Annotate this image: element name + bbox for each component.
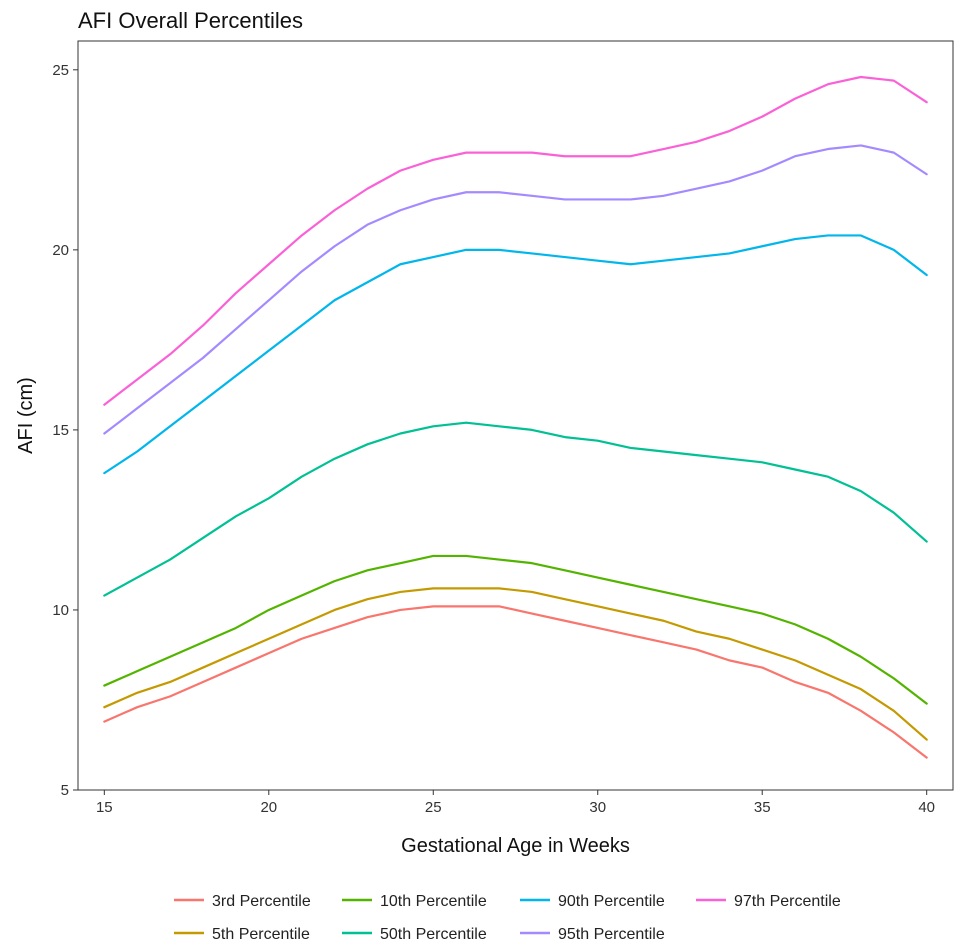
series-line-90th-percentile <box>103 234 928 475</box>
series-line-5th-percentile <box>103 587 928 741</box>
x-axis-title: Gestational Age in Weeks <box>401 835 630 857</box>
x-tick-label: 40 <box>918 799 935 816</box>
legend-label: 97th Percentile <box>734 893 841 910</box>
legend-item: 3rd Percentile <box>174 893 311 910</box>
chart-title: AFI Overall Percentiles <box>78 8 303 33</box>
x-tick-label: 15 <box>96 799 113 816</box>
series-lines <box>103 75 928 759</box>
legend-item: 97th Percentile <box>696 893 841 910</box>
legend-label: 3rd Percentile <box>212 893 311 910</box>
legend-label: 50th Percentile <box>380 926 487 943</box>
legend-item: 50th Percentile <box>342 926 487 943</box>
legend-label: 5th Percentile <box>212 926 310 943</box>
series-line-95th-percentile <box>103 144 928 435</box>
legend: 3rd Percentile 10th Percentile 90th Percen… <box>174 893 841 943</box>
x-tick-label: 30 <box>589 799 606 816</box>
x-tick-label: 25 <box>425 799 442 816</box>
legend-item: 90th Percentile <box>520 893 665 910</box>
x-tick-label: 35 <box>754 799 771 816</box>
legend-label: 10th Percentile <box>380 893 487 910</box>
legend-item: 95th Percentile <box>520 926 665 943</box>
legend-label: 95th Percentile <box>558 926 665 943</box>
x-axis: 15 20 25 30 35 40 <box>96 790 935 816</box>
series-line-50th-percentile <box>103 421 928 597</box>
y-axis: 5 10 15 20 25 <box>52 62 78 799</box>
y-tick-label: 10 <box>52 602 69 619</box>
y-tick-label: 5 <box>61 782 69 799</box>
y-tick-label: 20 <box>52 242 69 259</box>
series-line-10th-percentile <box>103 554 928 705</box>
legend-item: 10th Percentile <box>342 893 487 910</box>
series-line-3rd-percentile <box>103 605 928 759</box>
y-tick-label: 15 <box>52 422 69 439</box>
legend-item: 5th Percentile <box>174 926 310 943</box>
x-tick-label: 20 <box>260 799 277 816</box>
y-tick-label: 25 <box>52 62 69 79</box>
series-line-97th-percentile <box>103 75 928 406</box>
legend-label: 90th Percentile <box>558 893 665 910</box>
y-axis-title: AFI (cm) <box>15 377 37 454</box>
